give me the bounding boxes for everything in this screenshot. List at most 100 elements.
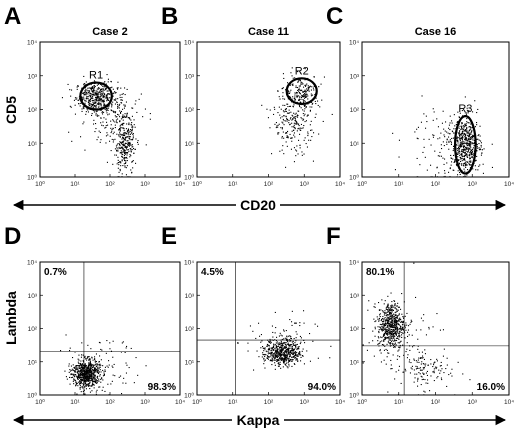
- event-dot: [90, 348, 92, 350]
- event-dot: [458, 116, 460, 118]
- event-dot: [127, 142, 129, 144]
- event-dot: [104, 370, 106, 372]
- event-dot: [119, 94, 121, 96]
- event-dot: [110, 109, 112, 111]
- event-dot: [83, 93, 85, 95]
- event-dot: [299, 353, 301, 355]
- event-dot: [287, 82, 289, 84]
- event-dot: [75, 367, 77, 369]
- event-dot: [291, 137, 293, 139]
- event-dot: [95, 100, 97, 102]
- event-dot: [106, 99, 108, 101]
- event-dot: [287, 349, 289, 351]
- event-dot: [374, 328, 376, 330]
- event-dot: [128, 142, 130, 144]
- event-dot: [291, 75, 293, 77]
- event-dot: [119, 121, 121, 123]
- event-dot: [100, 103, 102, 105]
- event-dot: [386, 330, 388, 332]
- event-dot: [315, 113, 317, 115]
- event-dot: [85, 383, 87, 385]
- x-tick-label: 10²: [264, 181, 274, 188]
- event-dot: [89, 360, 91, 362]
- event-dot: [89, 358, 91, 360]
- event-dot: [439, 155, 441, 157]
- event-dot: [305, 96, 307, 98]
- event-dot: [389, 313, 391, 315]
- event-dot: [120, 134, 122, 136]
- event-dot: [276, 125, 278, 127]
- event-dot: [393, 330, 395, 332]
- event-dot: [270, 351, 272, 353]
- event-dot: [283, 338, 285, 340]
- event-dot: [294, 77, 296, 79]
- event-dot: [305, 92, 307, 94]
- event-dot: [94, 376, 96, 378]
- event-dot: [85, 369, 87, 371]
- event-dot: [80, 386, 82, 388]
- event-dot: [73, 367, 75, 369]
- event-dot: [388, 311, 390, 313]
- event-dot: [298, 89, 300, 91]
- event-dot: [470, 126, 472, 128]
- event-dot: [386, 305, 388, 307]
- event-dot: [389, 315, 391, 317]
- event-dot: [298, 99, 300, 101]
- event-dot: [85, 370, 87, 372]
- event-dot: [308, 86, 310, 88]
- event-dot: [473, 135, 475, 137]
- event-dot: [288, 363, 290, 365]
- event-dot: [459, 146, 461, 148]
- event-dot: [460, 144, 462, 146]
- event-dot: [101, 91, 103, 93]
- event-dot: [394, 318, 396, 320]
- event-dot: [88, 105, 90, 107]
- event-dot: [99, 90, 101, 92]
- event-dot: [468, 138, 470, 140]
- event-dot: [122, 117, 124, 119]
- event-dot: [117, 105, 119, 107]
- event-dot: [105, 88, 107, 90]
- event-dot: [292, 77, 294, 79]
- event-dot: [459, 131, 461, 133]
- event-dot: [464, 157, 466, 159]
- event-dot: [89, 388, 91, 390]
- event-dot: [100, 117, 102, 119]
- event-dot: [464, 175, 466, 177]
- event-dot: [116, 147, 118, 149]
- event-dot: [114, 121, 116, 123]
- event-dot: [289, 340, 291, 342]
- event-dot: [87, 379, 89, 381]
- event-dot: [112, 127, 114, 129]
- event-dot: [297, 89, 299, 91]
- event-dot: [465, 165, 467, 167]
- event-dot: [392, 313, 394, 315]
- event-dot: [386, 356, 388, 358]
- event-dot: [288, 356, 290, 358]
- event-dot: [85, 111, 87, 113]
- event-dot: [84, 373, 86, 375]
- event-dot: [103, 103, 105, 105]
- event-dot: [295, 116, 297, 118]
- event-dot: [266, 343, 268, 345]
- event-dot: [397, 309, 399, 311]
- event-dot: [99, 87, 101, 89]
- event-dot: [391, 321, 393, 323]
- event-dot: [81, 366, 83, 368]
- event-dot: [129, 144, 131, 146]
- event-dot: [463, 134, 465, 136]
- event-dot: [449, 176, 451, 178]
- event-dot: [470, 127, 472, 129]
- event-dot: [301, 151, 303, 153]
- event-dot: [295, 353, 297, 355]
- event-dot: [85, 89, 87, 91]
- event-dot: [112, 110, 114, 112]
- event-dot: [380, 352, 382, 354]
- y-tick-label: 10²: [28, 107, 38, 114]
- event-dot: [395, 340, 397, 342]
- event-dot: [128, 150, 130, 152]
- event-dot: [465, 124, 467, 126]
- event-dot: [130, 347, 132, 349]
- event-dot: [105, 88, 107, 90]
- event-dot: [478, 147, 480, 149]
